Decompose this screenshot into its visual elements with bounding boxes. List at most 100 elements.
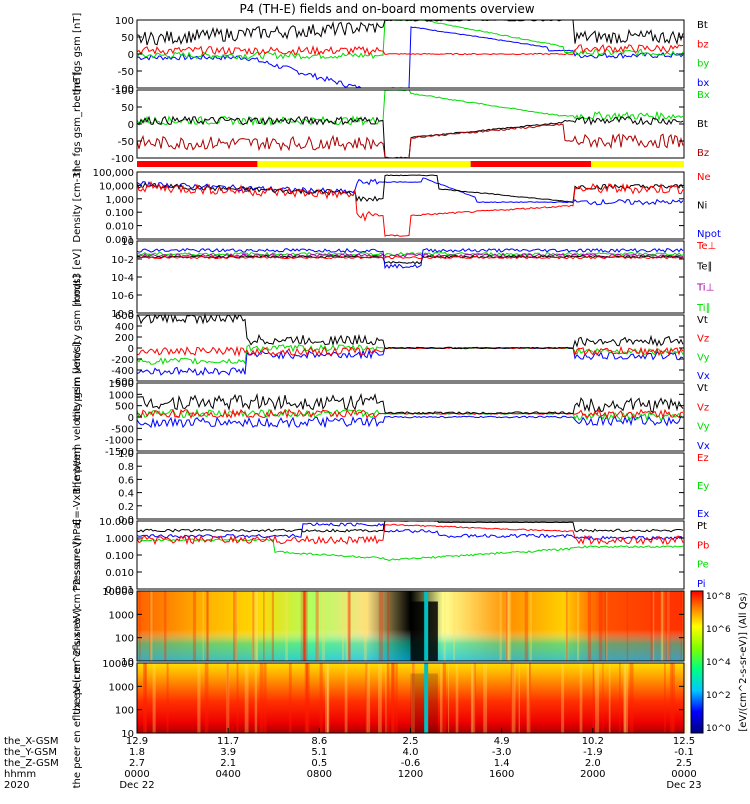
spectrogram-stripe xyxy=(499,591,502,661)
spectrogram-stripe xyxy=(302,591,306,661)
panel-1: 100 50 0 -50 -100 the fgs gsm [nT] Bt bz by bx xyxy=(72,13,709,96)
spectrogram-stripe xyxy=(305,663,310,733)
y-axis-label: the peir en eflux eV (cm^2-s-sr-eV) xyxy=(72,537,83,714)
y-tick-label: 400 xyxy=(115,322,134,333)
spectrogram-stripe xyxy=(529,663,531,733)
legend-by: by xyxy=(697,59,709,70)
y-tick-label: -50 xyxy=(118,137,134,148)
spectrogram-stripe xyxy=(671,663,675,733)
x-tick-xgsm: 11.7 xyxy=(217,736,239,747)
spectrogram-band xyxy=(424,663,429,733)
y-tick-label: 10-8 xyxy=(111,309,134,320)
spectrogram-stripe xyxy=(252,591,254,661)
spectrogram-stripe xyxy=(518,663,520,733)
spectrogram-stripe xyxy=(505,591,510,661)
spectrogram-stripe xyxy=(263,663,267,733)
y-axis-label: moqt3 [eV] xyxy=(72,249,83,306)
spectrogram-stripe xyxy=(271,591,274,661)
spectrogram-stripe xyxy=(345,591,348,661)
y-axis-label: the peim velocity gsm [km/s] xyxy=(72,275,83,422)
spectrogram-stripe xyxy=(144,663,147,733)
y-tick-label: 0.6 xyxy=(118,475,134,486)
trace-4 xyxy=(136,247,684,270)
spectrogram-stripe xyxy=(606,591,608,661)
spectrogram-stripe xyxy=(304,663,309,733)
spectrogram-stripe xyxy=(411,663,415,733)
spectrogram-stripe xyxy=(327,663,330,733)
spectrogram-stripe xyxy=(443,591,446,661)
x-tick-zgsm: 2.0 xyxy=(585,758,601,769)
spectrogram-stripe xyxy=(143,663,147,733)
y-tick-label: 0.2 xyxy=(118,502,134,513)
spectrogram-stripe xyxy=(391,663,396,733)
spectrogram-stripe xyxy=(508,591,512,661)
x-tick-hhmm: 0000 xyxy=(671,769,696,780)
y-tick-label: 500 xyxy=(115,402,134,413)
legend-pe: Pe xyxy=(697,560,709,571)
legend-vz: Vz xyxy=(697,334,709,345)
colorbar-tick: 10^2 xyxy=(706,691,731,701)
legend-bt: Bt xyxy=(697,20,708,31)
spectrogram-stripe xyxy=(204,663,209,733)
spectrogram-stripe xyxy=(304,591,308,661)
y-tick-label: -1000 xyxy=(105,436,134,447)
spectrogram-stripe xyxy=(256,591,259,661)
spectrogram-stripe xyxy=(315,591,319,661)
spectrogram-stripe xyxy=(526,663,531,733)
spectrogram-stripe xyxy=(442,663,446,733)
spectrogram-stripe xyxy=(440,663,443,733)
spectrogram-stripe xyxy=(233,591,237,661)
y-tick-label: 100 xyxy=(115,634,134,645)
trace-3 xyxy=(136,523,684,546)
spectrogram-stripe xyxy=(453,591,456,661)
spectrogram-stripe xyxy=(595,663,600,733)
y-tick-label: 1500 xyxy=(109,379,134,390)
y-tick-label: 0.001 xyxy=(105,235,134,246)
y-tick-label: 0 xyxy=(128,50,134,61)
x-tick-xgsm: 2.5 xyxy=(403,736,419,747)
spectrogram-stripe xyxy=(202,591,204,661)
spectrogram-stripe xyxy=(192,591,197,661)
y-tick-label: 50 xyxy=(121,33,134,44)
y-tick-label: 600 xyxy=(115,311,134,322)
spectrogram-stripe xyxy=(285,591,288,661)
spectrogram-stripe xyxy=(661,591,663,661)
spectrogram-stripe xyxy=(650,591,654,661)
x-row-label: hhmm xyxy=(4,769,36,780)
orbit-bar xyxy=(137,161,684,167)
x-tick-ygsm: -1.9 xyxy=(583,747,603,758)
spectrogram-stripe xyxy=(395,663,398,733)
x-row-label: the_Y-GSM xyxy=(4,747,57,758)
y-tick-label: -1500 xyxy=(105,447,134,458)
panel-7: 1.0 0.8 0.6 0.4 0.2 0.0 E=-VxB [mV/m] Ez Ey Ex xyxy=(72,447,709,526)
x-row-label: the_X-GSM xyxy=(4,736,58,747)
panel-frame xyxy=(136,590,685,662)
spectrogram-stripe xyxy=(306,663,308,733)
y-tick-label: 10 xyxy=(121,237,134,248)
x-row-label: 2020 xyxy=(4,780,29,791)
spectrogram-stripe xyxy=(300,591,302,661)
spectrogram-stripe xyxy=(511,663,516,733)
y-tick-label: 10000 xyxy=(102,659,134,670)
spectrogram-stripe xyxy=(592,663,595,733)
spectrogram-stripe xyxy=(602,663,604,733)
spectrogram-stripe xyxy=(624,663,629,733)
y-tick-label: 0 xyxy=(128,120,134,131)
spectrogram-stripe xyxy=(666,591,669,661)
trace-4 xyxy=(136,19,684,46)
spectrogram-stripe xyxy=(505,591,508,661)
colorbar-tick: 10^4 xyxy=(706,658,731,668)
y-tick-label: 10 xyxy=(121,729,134,740)
panel-8: 10.000 1.000 0.100 0.010 0.001 Pressure [nPa]… xyxy=(72,517,709,596)
colorbar-tick: 10^8 xyxy=(706,592,731,602)
spectrogram-stripe xyxy=(664,663,666,733)
spectrogram-stripe xyxy=(263,591,265,661)
orbit-bar-segment xyxy=(470,161,592,167)
spectrogram-stripe xyxy=(316,591,319,661)
spectrogram-stripe xyxy=(561,663,565,733)
x-tick-ygsm: 3.9 xyxy=(220,747,236,758)
